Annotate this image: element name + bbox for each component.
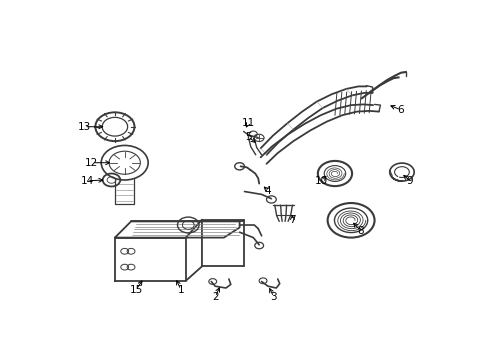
Text: 15: 15: [129, 285, 142, 295]
Text: 12: 12: [85, 158, 99, 168]
Text: 10: 10: [315, 176, 327, 186]
Text: 11: 11: [241, 118, 255, 128]
Text: 14: 14: [80, 176, 94, 186]
Text: 4: 4: [264, 186, 271, 196]
Text: 5: 5: [244, 132, 251, 142]
Text: 8: 8: [357, 226, 364, 236]
Text: 7: 7: [288, 215, 295, 225]
Text: 2: 2: [211, 292, 218, 302]
Text: 1: 1: [177, 285, 184, 295]
Text: 9: 9: [406, 176, 412, 186]
Text: 3: 3: [270, 292, 277, 302]
Text: 6: 6: [397, 105, 404, 115]
Text: 13: 13: [77, 122, 91, 132]
